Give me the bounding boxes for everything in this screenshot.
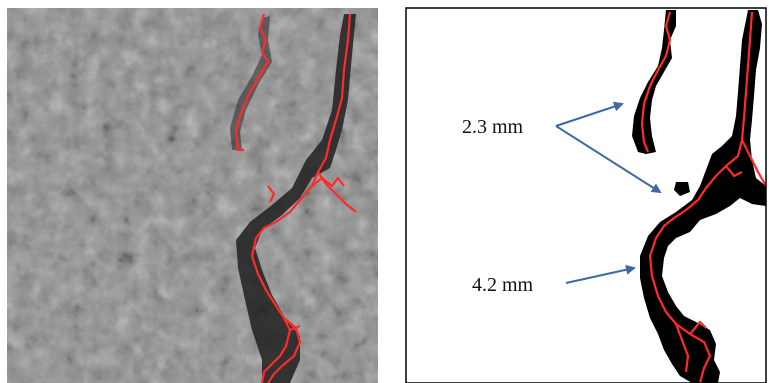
arrow-lower-to-crack bbox=[565, 264, 636, 284]
annotation-label-upper: 2.3 mm bbox=[462, 116, 524, 138]
annotation-label-lower: 4.2 mm bbox=[472, 274, 534, 296]
crack-segment-main bbox=[640, 10, 766, 383]
arrow-upper-to-blob bbox=[555, 125, 662, 194]
annotation-arrows bbox=[555, 101, 662, 284]
red-skeleton-right bbox=[640, 11, 766, 383]
grayscale-crack-image bbox=[7, 8, 378, 383]
binary-crack-segmentation bbox=[406, 8, 766, 383]
red-skeleton-left bbox=[234, 13, 357, 383]
arrow-upper-to-segment bbox=[555, 101, 624, 127]
right-panel-border bbox=[405, 7, 767, 383]
crack-blob-small bbox=[674, 182, 690, 196]
